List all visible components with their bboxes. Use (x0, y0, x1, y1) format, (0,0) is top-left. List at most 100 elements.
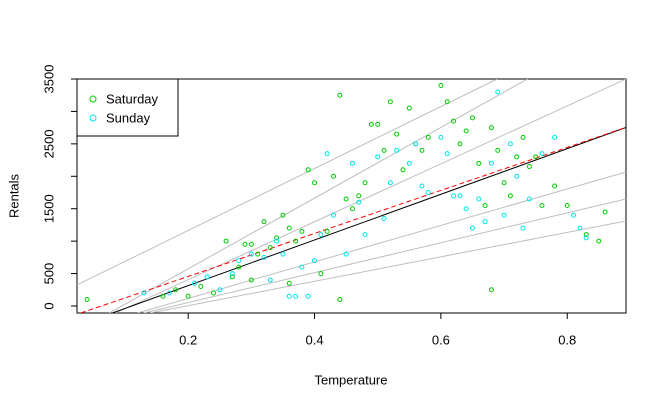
point (236, 264, 242, 270)
point (236, 258, 242, 264)
point (223, 238, 229, 244)
fit-line (108, 79, 528, 313)
fit-line (150, 220, 626, 313)
point (381, 147, 387, 153)
point (457, 193, 463, 199)
lines (77, 79, 626, 313)
point (362, 232, 368, 238)
fit-line (137, 171, 626, 313)
point (406, 105, 412, 111)
legend-box (76, 78, 179, 137)
point (400, 167, 406, 173)
y-tick-label: 500 (41, 263, 56, 285)
point (387, 99, 393, 105)
point (343, 196, 349, 202)
x-tick-label: 0.2 (179, 332, 197, 347)
point (173, 287, 179, 293)
fit-line (80, 126, 626, 313)
point (488, 160, 494, 166)
point (526, 196, 532, 202)
point (583, 232, 589, 238)
point (293, 293, 299, 299)
point (141, 290, 147, 296)
point (349, 160, 355, 166)
point (356, 193, 362, 199)
point (267, 245, 273, 251)
point (501, 180, 507, 186)
point (324, 228, 330, 234)
point (577, 225, 583, 231)
x-tick-label: 0.8 (558, 332, 576, 347)
point (330, 173, 336, 179)
point (488, 125, 494, 131)
point (318, 271, 324, 277)
point (596, 238, 602, 244)
point (204, 274, 210, 280)
point (248, 277, 254, 283)
point (248, 241, 254, 247)
point (337, 92, 343, 98)
point (318, 232, 324, 238)
point (330, 212, 336, 218)
point (571, 212, 577, 218)
point (451, 193, 457, 199)
x-tick-label: 0.6 (432, 332, 450, 347)
point (312, 258, 318, 264)
point (349, 206, 355, 212)
point (463, 206, 469, 212)
x-tick-label: 0.4 (306, 332, 324, 347)
point (305, 167, 311, 173)
point (293, 238, 299, 244)
legend-label: Sunday (106, 110, 151, 125)
point (242, 241, 248, 247)
point (286, 225, 292, 231)
point (255, 251, 261, 257)
point (267, 277, 273, 283)
point (451, 118, 457, 124)
point (217, 287, 223, 293)
point (192, 280, 198, 286)
point (274, 235, 280, 241)
point (286, 293, 292, 299)
point (444, 99, 450, 105)
point (198, 284, 204, 290)
legend-symbol (89, 95, 97, 103)
point (413, 141, 419, 147)
point (305, 293, 311, 299)
fit-line (143, 198, 626, 313)
point (495, 89, 501, 95)
point (583, 235, 589, 241)
point (507, 141, 513, 147)
y-tick-label: 3500 (41, 65, 56, 94)
point (425, 189, 431, 195)
point (185, 293, 191, 299)
point (312, 180, 318, 186)
point (463, 128, 469, 134)
fit-line (115, 79, 626, 313)
point (501, 212, 507, 218)
point (343, 251, 349, 257)
point (368, 121, 374, 127)
point (387, 180, 393, 186)
point (602, 209, 608, 215)
point (324, 151, 330, 157)
point (394, 131, 400, 137)
point (160, 293, 166, 299)
point (419, 183, 425, 189)
point (539, 151, 545, 157)
point (469, 225, 475, 231)
point (552, 183, 558, 189)
point (299, 264, 305, 270)
point (261, 254, 267, 260)
point (476, 196, 482, 202)
point (166, 290, 172, 296)
point (381, 215, 387, 221)
point (274, 238, 280, 244)
point (564, 202, 570, 208)
point (337, 297, 343, 303)
point (552, 134, 558, 140)
point (84, 297, 90, 303)
point (482, 202, 488, 208)
point (526, 164, 532, 170)
